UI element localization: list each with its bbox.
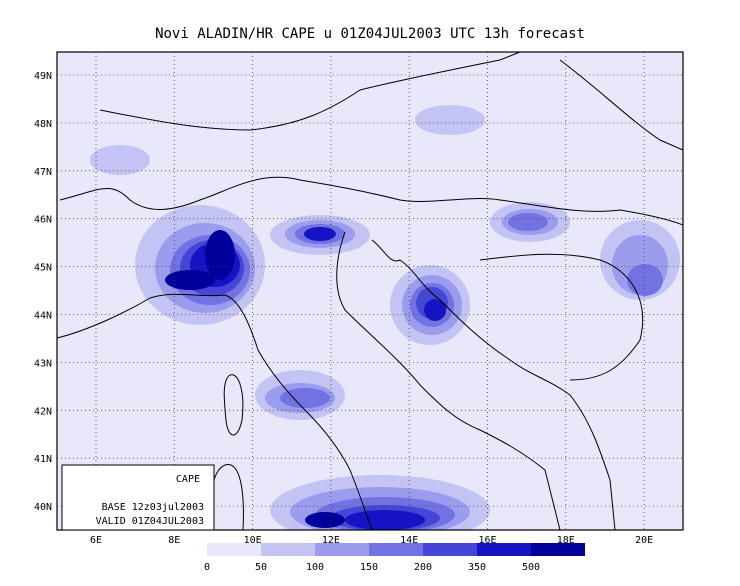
lat-label: 42N	[34, 406, 52, 417]
cape-contour	[165, 270, 215, 290]
lat-label: 43N	[34, 358, 52, 369]
colorbar-swatch	[315, 543, 369, 556]
info-box	[61, 464, 215, 531]
lat-label: 44N	[34, 311, 52, 322]
cape-contour	[415, 105, 485, 135]
info-valid: VALID 01Z04JUL2003	[96, 516, 204, 527]
map-frame	[56, 51, 684, 531]
lat-label: 48N	[34, 119, 52, 130]
lon-label: 12E	[322, 535, 340, 546]
lon-label: 10E	[244, 535, 262, 546]
cape-contour	[280, 388, 330, 408]
colorbar-label: 350	[468, 562, 486, 573]
lat-label: 46N	[34, 215, 52, 226]
cape-field	[90, 105, 680, 530]
lon-label: 14E	[400, 535, 418, 546]
colorbar-label: 500	[522, 562, 540, 573]
cape-contour	[205, 230, 235, 280]
colorbar-swatch	[207, 543, 261, 556]
colorbar-label: 100	[306, 562, 324, 573]
lon-label: 20E	[635, 535, 653, 546]
cape-contour	[304, 227, 336, 241]
cape-contour	[424, 299, 446, 321]
colorbar-swatch	[423, 543, 477, 556]
info-field: CAPE	[176, 474, 200, 485]
colorbar-swatch	[531, 543, 585, 556]
colorbar-label: 200	[414, 562, 432, 573]
axis-labels: 49N 48N 47N 46N 45N 44N 43N 42N 41N 40N 6E 8E 10E 12E…	[34, 71, 653, 546]
lon-label: 6E	[90, 535, 102, 546]
lat-label: 45N	[34, 263, 52, 274]
colorbar-swatch	[261, 543, 315, 556]
cape-contour	[508, 213, 548, 231]
colorbar-label: 0	[204, 562, 210, 573]
colorbar-label: 150	[360, 562, 378, 573]
lat-label: 47N	[34, 167, 52, 178]
cape-contour	[305, 512, 345, 528]
lat-label: 41N	[34, 454, 52, 465]
map-title: Novi ALADIN/HR CAPE u 01Z04JUL2003 UTC 1…	[155, 26, 585, 42]
colorbar: 0 50 100 150 200 350 500	[204, 543, 585, 573]
cape-contour	[90, 145, 150, 175]
colorbar-swatch	[369, 543, 423, 556]
colorbar-label: 50	[255, 562, 267, 573]
lon-label: 8E	[168, 535, 180, 546]
lat-label: 40N	[34, 502, 52, 513]
cape-contour	[627, 264, 663, 296]
lat-label: 49N	[34, 71, 52, 82]
colorbar-swatch	[477, 543, 531, 556]
lon-label: 18E	[557, 535, 575, 546]
cape-contour	[345, 510, 425, 530]
info-base: BASE 12z03jul2003	[102, 502, 204, 513]
lon-label: 16E	[478, 535, 496, 546]
